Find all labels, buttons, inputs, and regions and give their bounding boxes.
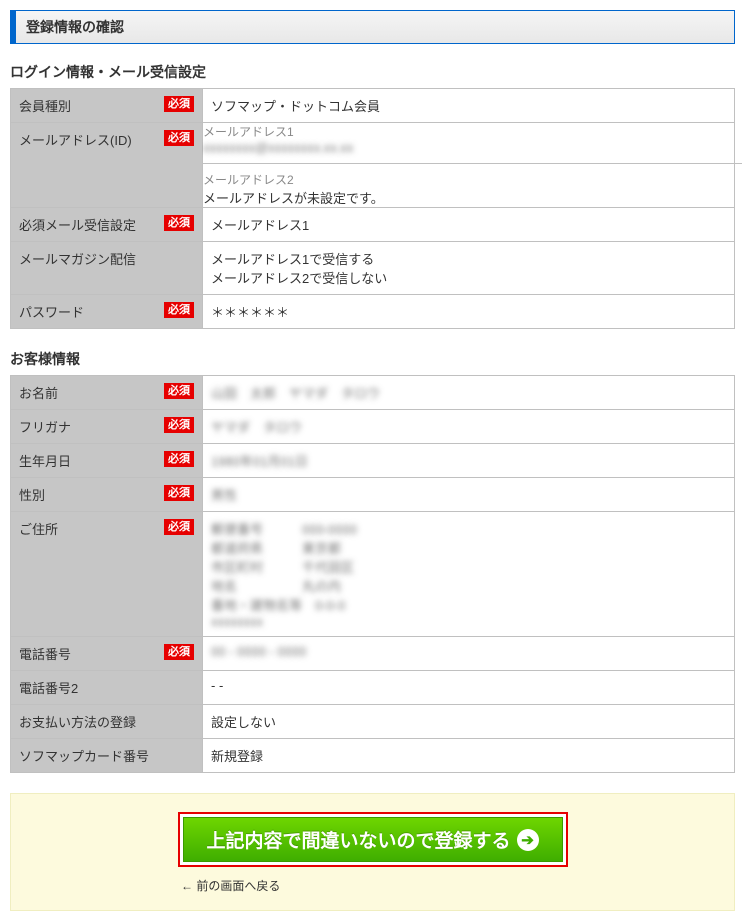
table-row: 生年月日 必須 1980年01月01日 bbox=[11, 444, 735, 478]
value-tel2: - - bbox=[203, 671, 735, 705]
table-row: ご住所 必須 郵便番号 000-0000 都道府県 東京都 市区町村 千代田区 … bbox=[11, 512, 735, 637]
hint-email1: メールアドレス1 bbox=[203, 123, 734, 140]
table-row: 必須メール受信設定 必須 メールアドレス1 bbox=[11, 208, 735, 242]
label-magazine: メールマガジン配信 bbox=[19, 249, 136, 268]
table-row: ソフマップカード番号 新規登録 bbox=[11, 739, 735, 773]
hint-email2: メールアドレス2 bbox=[203, 171, 734, 188]
login-info-table: 会員種別 必須 ソフマップ・ドットコム会員 メールアドレス(ID) 必須 メール… bbox=[10, 88, 735, 329]
section-title-login: ログイン情報・メール受信設定 bbox=[10, 62, 735, 82]
value-address-extra: xxxxxxxx bbox=[211, 614, 726, 629]
value-birth: 1980年01月01日 bbox=[211, 454, 308, 469]
value-card: 新規登録 bbox=[203, 739, 735, 773]
label-password: パスワード bbox=[19, 302, 84, 321]
label-tel2: 電話番号2 bbox=[19, 678, 78, 697]
required-badge: 必須 bbox=[164, 417, 194, 433]
value-address-city: 市区町村 千代田区 bbox=[211, 557, 726, 576]
submit-button-label: 上記内容で間違いないので登録する bbox=[206, 826, 510, 853]
label-email: メールアドレス(ID) bbox=[19, 130, 132, 149]
table-row: 性別 必須 男性 bbox=[11, 478, 735, 512]
label-required-mail: 必須メール受信設定 bbox=[19, 215, 136, 234]
page-title: 登録情報の確認 bbox=[10, 10, 735, 44]
label-address: ご住所 bbox=[19, 519, 58, 538]
value-name: 山田 太郎 ヤマダ タロウ bbox=[211, 386, 380, 401]
value-email1: xxxxxxxx@xxxxxxxx.xx.xx bbox=[203, 140, 734, 155]
table-row: メールマガジン配信 メールアドレス1で受信する メールアドレス2で受信しない bbox=[11, 242, 735, 295]
table-row: フリガナ 必須 ヤマダ タロウ bbox=[11, 410, 735, 444]
customer-info-table: お名前 必須 山田 太郎 ヤマダ タロウ フリガナ 必須 ヤマダ タロウ 生年月… bbox=[10, 375, 735, 773]
value-password: ＊＊＊＊＊＊ bbox=[203, 295, 735, 329]
submit-button-frame: 上記内容で間違いないので登録する ➔ bbox=[178, 812, 568, 867]
required-badge: 必須 bbox=[164, 451, 194, 467]
value-address-zip: 郵便番号 000-0000 bbox=[211, 519, 726, 538]
label-kana: フリガナ bbox=[19, 417, 71, 436]
label-payment: お支払い方法の登録 bbox=[19, 712, 136, 731]
value-email2: メールアドレスが未設定です。 bbox=[203, 188, 734, 207]
table-row: お支払い方法の登録 設定しない bbox=[11, 705, 735, 739]
submit-button[interactable]: 上記内容で間違いないので登録する ➔ bbox=[183, 817, 563, 862]
value-tel: 00 - 0000 - 0000 bbox=[211, 644, 306, 659]
required-badge: 必須 bbox=[164, 215, 194, 231]
required-badge: 必須 bbox=[164, 302, 194, 318]
value-magazine-line2: メールアドレス2で受信しない bbox=[211, 268, 726, 287]
value-payment: 設定しない bbox=[203, 705, 735, 739]
value-magazine-line1: メールアドレス1で受信する bbox=[211, 249, 726, 268]
table-row: 電話番号2 - - bbox=[11, 671, 735, 705]
label-card: ソフマップカード番号 bbox=[19, 746, 149, 765]
table-row: 電話番号 必須 00 - 0000 - 0000 bbox=[11, 637, 735, 671]
required-badge: 必須 bbox=[164, 130, 194, 146]
required-badge: 必須 bbox=[164, 383, 194, 399]
value-address-street: 番地・建物名等 0-0-0 bbox=[211, 595, 726, 614]
arrow-right-icon: ➔ bbox=[517, 829, 539, 851]
value-gender: 男性 bbox=[211, 488, 237, 503]
value-kana: ヤマダ タロウ bbox=[211, 420, 302, 435]
label-name: お名前 bbox=[19, 383, 58, 402]
action-area: 上記内容で間違いないので登録する ➔ ← 前の画面へ戻る bbox=[10, 793, 735, 911]
value-required-mail: メールアドレス1 bbox=[203, 208, 735, 242]
required-badge: 必須 bbox=[164, 644, 194, 660]
required-badge: 必須 bbox=[164, 519, 194, 535]
required-badge: 必須 bbox=[164, 485, 194, 501]
value-address-town: 地名 丸の内 bbox=[211, 576, 726, 595]
label-tel: 電話番号 bbox=[19, 644, 71, 663]
required-badge: 必須 bbox=[164, 96, 194, 112]
table-row: メールアドレス(ID) 必須 メールアドレス1 xxxxxxxx@xxxxxxx… bbox=[11, 123, 735, 208]
label-birth: 生年月日 bbox=[19, 451, 71, 470]
back-link[interactable]: ← 前の画面へ戻る bbox=[181, 877, 724, 894]
label-member-type: 会員種別 bbox=[19, 96, 71, 115]
label-gender: 性別 bbox=[19, 485, 45, 504]
section-title-customer: お客様情報 bbox=[10, 349, 735, 369]
table-row: お名前 必須 山田 太郎 ヤマダ タロウ bbox=[11, 376, 735, 410]
table-row: パスワード 必須 ＊＊＊＊＊＊ bbox=[11, 295, 735, 329]
value-address-pref: 都道府県 東京都 bbox=[211, 538, 726, 557]
